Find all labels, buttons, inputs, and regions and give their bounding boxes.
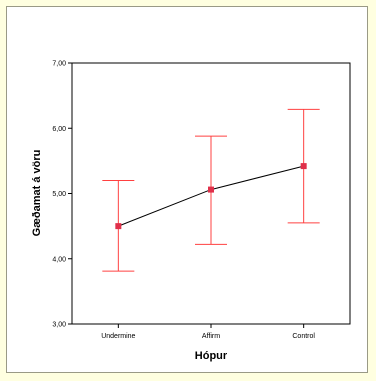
x-tick-label: Undermine (101, 333, 135, 340)
mean-marker (300, 163, 307, 170)
y-tick-label: 5,00 (52, 191, 66, 198)
y-tick-label: 3,00 (52, 322, 66, 329)
chart-frame (6, 6, 368, 373)
y-tick-label: 6,00 (52, 126, 66, 133)
x-tick-label: Affirm (202, 333, 220, 340)
y-tick-label: 7,00 (52, 61, 66, 68)
x-axis-label: Hópur (195, 350, 228, 362)
y-axis-ticks: 3,00 4,00 5,00 6,00 7,00 (52, 61, 72, 329)
mean-markers (115, 163, 307, 230)
x-tick-label: Control (292, 333, 315, 340)
mean-marker (115, 223, 122, 230)
mean-marker (208, 186, 214, 193)
x-axis-ticks: Undermine Affirm Control (101, 324, 315, 340)
y-tick-label: 4,00 (52, 256, 66, 263)
y-axis-label: Gæðamat á vöru (31, 150, 43, 237)
